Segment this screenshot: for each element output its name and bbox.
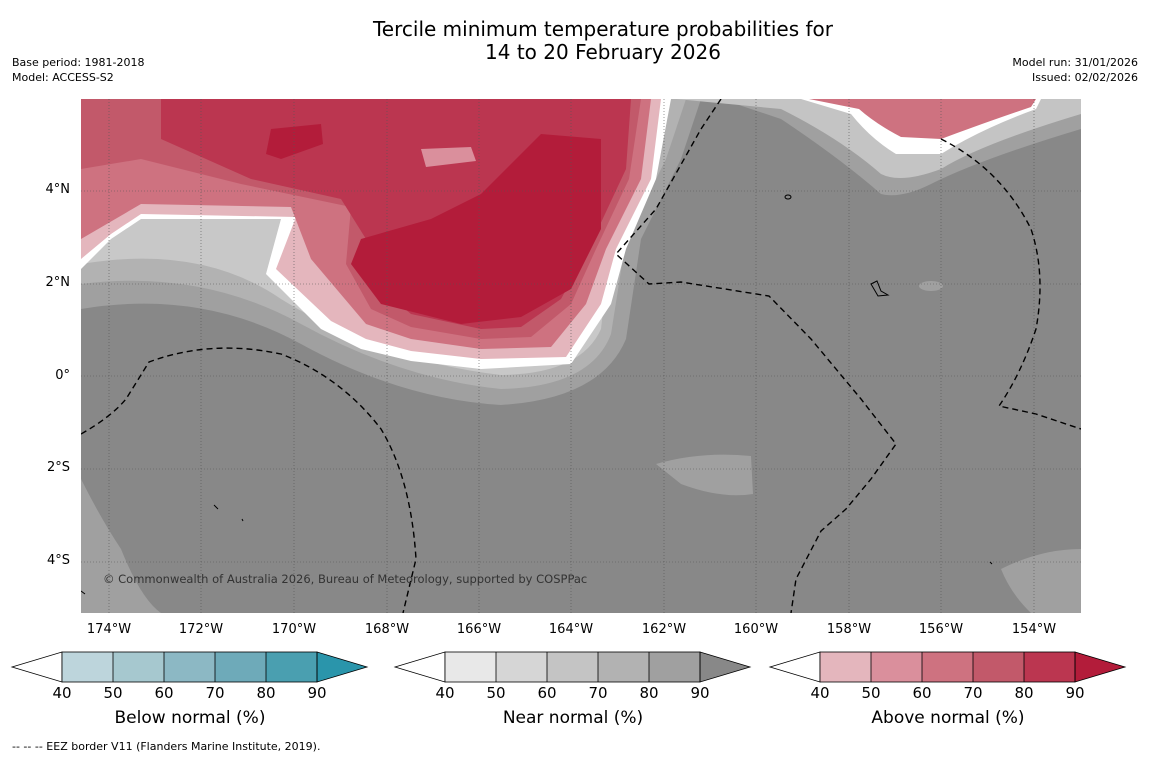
meta-right: Model run: 31/01/2026 Issued: 02/02/2026	[1012, 55, 1138, 85]
cb3-tick-60: 60	[912, 684, 932, 702]
cb3-tick-90: 90	[1065, 684, 1085, 702]
cb2-tick-50: 50	[486, 684, 506, 702]
meta-left: Base period: 1981-2018 Model: ACCESS-S2	[12, 55, 144, 85]
cb2-tick-90: 90	[690, 684, 710, 702]
lon-tick-168w: 168°W	[364, 622, 410, 637]
chart-title: Tercile minimum temperature probabilitie…	[300, 18, 906, 64]
title-line-2: 14 to 20 February 2026	[485, 40, 721, 64]
cb2-tick-80: 80	[639, 684, 659, 702]
cb2-tick-70: 70	[588, 684, 608, 702]
eez-borders	[81, 99, 1081, 613]
lon-tick-170w: 170°W	[271, 622, 317, 637]
issued-date: Issued: 02/02/2026	[1031, 71, 1138, 84]
base-period: Base period: 1981-2018	[12, 56, 145, 69]
cb2-tick-40: 40	[435, 684, 455, 702]
cb1-tick-70: 70	[205, 684, 225, 702]
lon-tick-166w: 166°W	[456, 622, 502, 637]
small-near-normal-patch	[919, 281, 943, 291]
cb2-tick-60: 60	[537, 684, 557, 702]
cb3-tick-70: 70	[963, 684, 983, 702]
lon-tick-158w: 158°W	[826, 622, 872, 637]
lat-tick-2n: 2°N	[45, 275, 71, 290]
cb3-tick-40: 40	[810, 684, 830, 702]
map-copyright: © Commonwealth of Australia 2026, Bureau…	[103, 572, 587, 586]
cb1-tick-60: 60	[154, 684, 174, 702]
lat-tick-0: 0°	[55, 368, 70, 383]
model-run: Model run: 31/01/2026	[1012, 56, 1138, 69]
cb1-tick-80: 80	[256, 684, 276, 702]
islands	[81, 194, 993, 595]
cb1-tick-40: 40	[52, 684, 72, 702]
colorbar-below-normal	[10, 651, 369, 683]
lon-tick-174w: 174°W	[86, 622, 132, 637]
lon-tick-164w: 164°W	[548, 622, 594, 637]
colorbar-above-normal	[768, 651, 1127, 683]
map-canvas: © Commonwealth of Australia 2026, Bureau…	[81, 99, 1081, 613]
cb1-tick-90: 90	[307, 684, 327, 702]
eez-footnote: -- -- -- EEZ border V11 (Flanders Marine…	[12, 740, 321, 753]
colorbar-below-normal-label: Below normal (%)	[114, 708, 266, 728]
lon-tick-160w: 160°W	[733, 622, 779, 637]
ne-above-normal-70	[809, 99, 1036, 139]
cb3-tick-80: 80	[1014, 684, 1034, 702]
se-near-normal-80	[1001, 549, 1081, 613]
lat-tick-2s: 2°S	[46, 460, 70, 475]
title-line-1: Tercile minimum temperature probabilitie…	[372, 17, 834, 41]
above-normal-60-patch	[421, 147, 476, 167]
lon-tick-156w: 156°W	[918, 622, 964, 637]
lon-tick-154w: 154°W	[1011, 622, 1057, 637]
colorbar-above-normal-label: Above normal (%)	[871, 708, 1025, 728]
model-name: Model: ACCESS-S2	[12, 71, 114, 84]
above-normal-90-core	[351, 134, 601, 324]
cb1-tick-50: 50	[103, 684, 123, 702]
probability-map: © Commonwealth of Australia 2026, Bureau…	[81, 99, 1081, 613]
colorbar-near-normal	[393, 651, 752, 683]
cb3-tick-50: 50	[861, 684, 881, 702]
central-near-normal-80	[656, 454, 753, 496]
sw-near-normal-80	[81, 479, 161, 613]
lat-tick-4s: 4°S	[46, 553, 70, 568]
lon-tick-162w: 162°W	[641, 622, 687, 637]
above-normal-90-patch	[266, 124, 323, 159]
lat-tick-4n: 4°N	[45, 182, 71, 197]
colorbar-near-normal-label: Near normal (%)	[502, 708, 644, 728]
lon-tick-172w: 172°W	[178, 622, 224, 637]
